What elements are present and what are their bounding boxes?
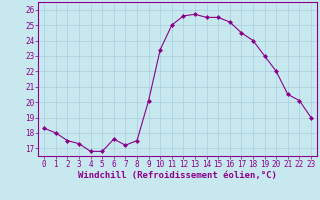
- X-axis label: Windchill (Refroidissement éolien,°C): Windchill (Refroidissement éolien,°C): [78, 171, 277, 180]
